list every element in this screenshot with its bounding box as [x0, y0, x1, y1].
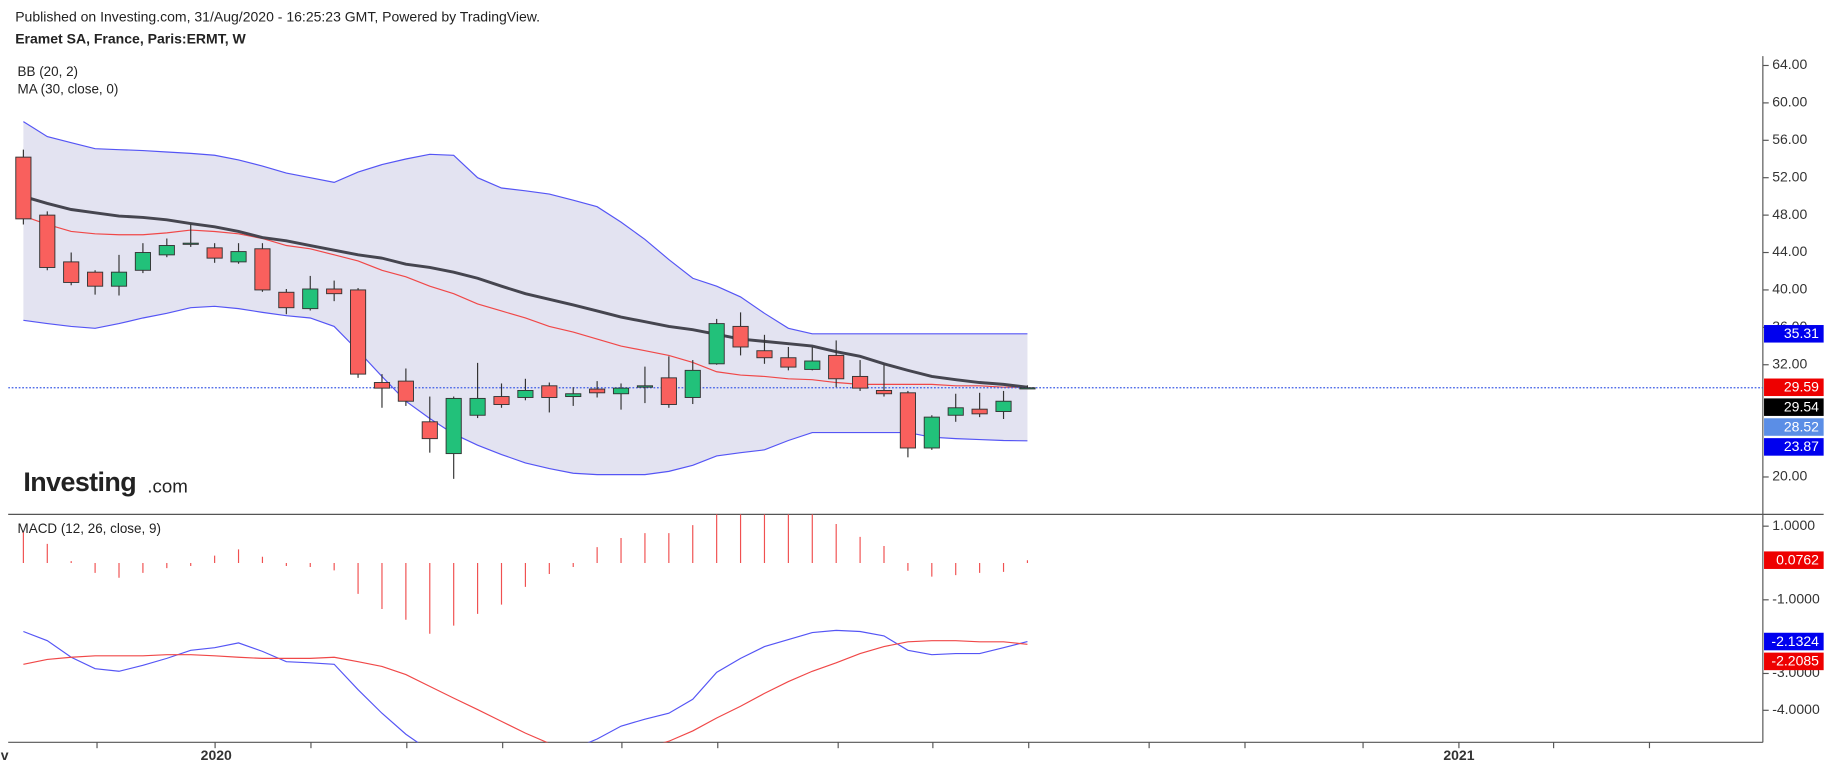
macd-line	[23, 629, 1028, 743]
candle-body	[302, 288, 319, 310]
candle-body	[517, 390, 534, 398]
candle-body	[15, 156, 32, 220]
candle-body	[1019, 387, 1036, 390]
price-tag-label: -2.2085	[1771, 653, 1819, 669]
price-tag-label: 0.0762	[1776, 551, 1819, 567]
candle-body	[87, 271, 104, 287]
x-tick-label: 2020	[201, 747, 232, 763]
price-tag	[1764, 551, 1824, 569]
candle-body	[636, 385, 654, 388]
logo: Investing	[23, 467, 136, 497]
price-tag-label: 29.54	[1784, 398, 1819, 414]
plot-layer: 20.0032.0036.0040.0044.0048.0052.0056.00…	[1, 56, 1824, 763]
indicator-line	[22, 195, 1028, 389]
candle-body	[852, 375, 869, 389]
y-tick-label: 1.0000	[1772, 517, 1815, 533]
indicator-label: BB (20, 2)	[18, 64, 79, 79]
candle-body	[421, 421, 438, 440]
y-tick-label: 40.00	[1772, 281, 1807, 297]
logo-suffix: .com	[147, 475, 187, 496]
candle-body	[350, 289, 367, 375]
indicator-label: MA (30, close, 0)	[18, 82, 119, 97]
y-tick-label: 32.00	[1772, 355, 1807, 371]
price-tag	[1764, 378, 1824, 397]
y-tick-label: -1.0000	[1772, 591, 1820, 607]
candle-body	[875, 390, 893, 395]
y-tick-label: 48.00	[1772, 206, 1807, 222]
candle-body	[445, 397, 462, 455]
candle-body	[278, 291, 295, 309]
candle-body	[804, 360, 821, 370]
candle-body	[326, 288, 343, 295]
candle-body	[254, 248, 271, 291]
candle-body	[206, 247, 223, 259]
price-pane	[8, 121, 1763, 479]
indicator-line	[23, 305, 1028, 476]
chart-title: Eramet SA, France, Paris:ERMT, W	[15, 30, 246, 46]
candle-body	[541, 385, 558, 398]
y-tick-label: 64.00	[1772, 56, 1807, 72]
candle-body	[708, 323, 725, 365]
macd-label: MACD (12, 26, close, 9)	[18, 521, 161, 536]
price-tag	[1764, 652, 1824, 671]
y-tick-label: 52.00	[1772, 168, 1807, 184]
candle-body	[756, 350, 773, 359]
candle-body	[397, 380, 414, 402]
candle-body	[589, 388, 606, 394]
candle-body	[995, 400, 1012, 412]
price-tag-label: 23.87	[1784, 438, 1819, 454]
price-tag	[1764, 438, 1824, 456]
price-tag	[1764, 418, 1824, 436]
candle-body	[134, 252, 151, 271]
candle-body	[684, 369, 701, 398]
candle-body	[565, 393, 582, 398]
price-tag	[1764, 398, 1824, 416]
y-tick-label: 56.00	[1772, 131, 1807, 147]
candle-body	[899, 392, 916, 449]
candle-body	[182, 242, 199, 245]
candle-body	[39, 214, 56, 268]
price-tag-label: 28.52	[1784, 418, 1819, 434]
candle-body	[493, 396, 510, 405]
y-tick-label: 60.00	[1772, 94, 1807, 110]
published-note: Published on Investing.com, 31/Aug/2020 …	[15, 8, 540, 24]
candle-body	[158, 245, 175, 256]
price-tag	[1764, 632, 1824, 651]
x-tick-label: 2021	[1443, 747, 1474, 763]
candle-body	[732, 325, 749, 348]
price-tag-label: 35.31	[1784, 325, 1819, 341]
candle-body	[110, 271, 128, 287]
candle-body	[828, 354, 845, 380]
candle-body	[780, 357, 797, 368]
candle-body	[230, 251, 247, 263]
band-fill	[23, 121, 1028, 475]
price-tag-label: 29.59	[1784, 379, 1819, 395]
macd-line	[23, 640, 1028, 743]
price-tag-label: -2.1324	[1771, 633, 1819, 649]
x-tick-label: v	[1, 747, 9, 763]
price-tag	[1764, 325, 1824, 343]
y-tick-label: 20.00	[1772, 468, 1807, 484]
candle-body	[373, 382, 391, 389]
candle-body	[612, 387, 630, 395]
y-tick-label: 44.00	[1772, 243, 1807, 259]
candle-body	[63, 261, 80, 283]
y-tick-label: -4.0000	[1772, 701, 1820, 717]
candle-body	[971, 408, 988, 415]
candle-body	[660, 377, 677, 405]
candle-body	[947, 407, 964, 416]
candle-body	[469, 397, 486, 416]
macd-pane	[22, 514, 1029, 743]
indicator-line	[23, 121, 1028, 335]
candle-body	[923, 416, 940, 449]
